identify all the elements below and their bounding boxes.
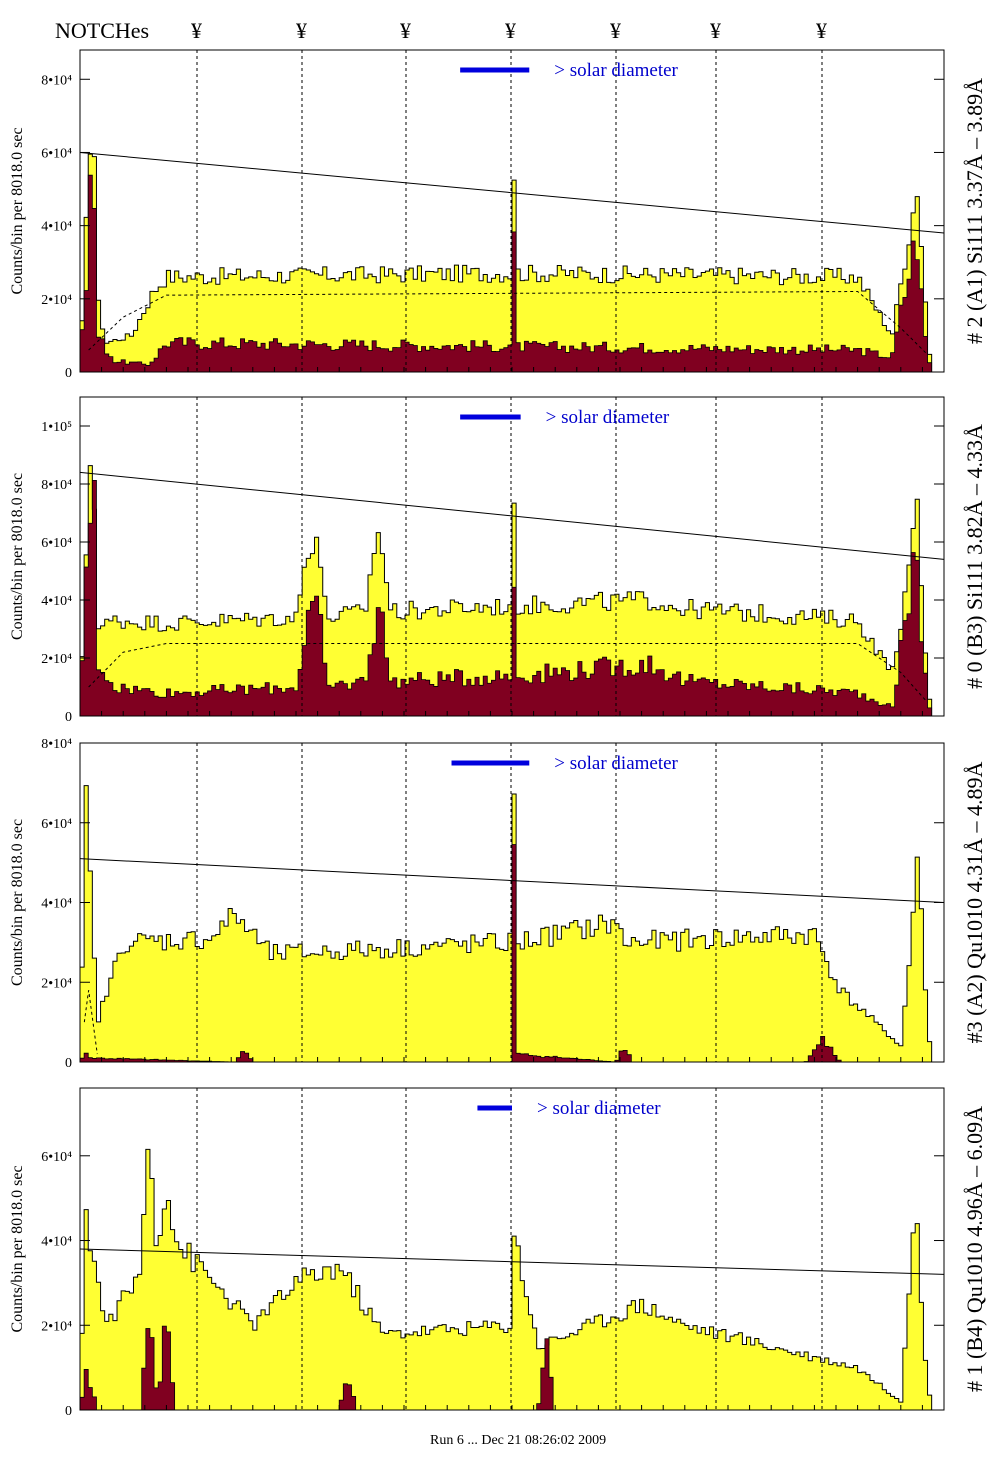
y-tick-label-2-0: 0 xyxy=(65,710,72,725)
legend-label-4: > solar diameter xyxy=(537,1098,661,1119)
y-tick-label-1-2: 4•10⁴ xyxy=(41,220,72,235)
series-total-4 xyxy=(80,1148,944,1410)
notch-symbol-7: ¥ xyxy=(816,18,827,43)
plot-area-2 xyxy=(80,397,944,716)
y-tick-label-3-3: 6•10⁴ xyxy=(41,817,72,832)
notch-symbol-row: ¥ ¥ ¥ ¥ ¥ ¥ ¥ xyxy=(191,18,827,43)
y-axis-label-3: Counts/bin per 8018.0 sec xyxy=(9,819,26,986)
series-component-2 xyxy=(80,479,944,716)
y-tick-label-4-3: 6•10⁴ xyxy=(41,1150,72,1165)
y-tick-label-1-3: 6•10⁴ xyxy=(41,146,72,161)
series-smoothed-3 xyxy=(83,990,98,1055)
panel-title-2: # 0 (B3) Si111 3.82Å – 4.33Å xyxy=(962,424,987,689)
legend-label-1: > solar diameter xyxy=(554,60,678,81)
plot-area-1 xyxy=(80,50,944,372)
series-component-1 xyxy=(80,174,944,372)
notch-symbol-5: ¥ xyxy=(610,18,621,43)
y-tick-label-1-1: 2•10⁴ xyxy=(41,293,72,308)
y-tick-label-2-5: 1•10⁵ xyxy=(41,420,72,435)
y-tick-label-3-1: 2•10⁴ xyxy=(41,976,72,991)
notch-symbol-3: ¥ xyxy=(400,18,411,43)
chart-panel-2: 0 2•10⁴ 4•10⁴ 6•10⁴ 8•10⁴ 1•10⁵ Counts/bin per… xyxy=(9,396,987,725)
chart-panel-1: 0 2•10⁴ 4•10⁴ 6•10⁴ 8•10⁴ Counts/bin per 8018… xyxy=(9,49,987,381)
y-tick-label-3-0: 0 xyxy=(65,1056,72,1071)
y-tick-label-4-0: 0 xyxy=(65,1404,72,1419)
series-reference-4 xyxy=(80,1248,944,1275)
notches-label: NOTCHes xyxy=(55,18,149,43)
y-tick-label-1-0: 0 xyxy=(65,366,72,381)
panel-title-3: #3 (A2) Qu1010 4.31Å – 4.89Å xyxy=(962,762,987,1044)
panel-title-1: # 2 (A1) Si111 3.37Å – 3.89Å xyxy=(962,78,987,344)
series-smoothed-2 xyxy=(88,643,928,702)
y-tick-label-2-3: 6•10⁴ xyxy=(41,536,72,551)
y-axis-label-4: Counts/bin per 8018.0 sec xyxy=(9,1165,26,1332)
chart-panel-3: 0 2•10⁴ 4•10⁴ 6•10⁴ 8•10⁴ Counts/bin per 8018… xyxy=(9,737,987,1071)
plot-area-3 xyxy=(80,743,944,1062)
y-tick-label-3-2: 4•10⁴ xyxy=(41,897,72,912)
series-reference-2 xyxy=(80,471,944,560)
plot-area-4 xyxy=(80,1088,944,1410)
panel-title-4: # 1 (B4) Qu1010 4.96Å – 6.09Å xyxy=(962,1106,987,1392)
series-component-3 xyxy=(80,844,944,1062)
y-tick-label-2-4: 8•10⁴ xyxy=(41,478,72,493)
notch-symbol-1: ¥ xyxy=(191,18,202,43)
y-axis-label-2: Counts/bin per 8018.0 sec xyxy=(9,473,26,640)
chart-panel-4: 0 2•10⁴ 4•10⁴ 6•10⁴ Counts/bin per 8018.0 se… xyxy=(9,1087,987,1419)
notch-symbol-6: ¥ xyxy=(710,18,721,43)
y-axis-label-1: Counts/bin per 8018.0 sec xyxy=(9,127,26,294)
series-reference-3 xyxy=(80,858,944,903)
series-reference-1 xyxy=(80,151,944,234)
y-tick-label-1-4: 8•10⁴ xyxy=(41,73,72,88)
legend-label-3: > solar diameter xyxy=(554,753,678,774)
notch-symbol-2: ¥ xyxy=(296,18,307,43)
y-tick-label-2-1: 2•10⁴ xyxy=(41,652,72,667)
y-tick-label-3-4: 8•10⁴ xyxy=(41,737,72,752)
legend-label-2: > solar diameter xyxy=(546,407,670,428)
panels: 0 2•10⁴ 4•10⁴ 6•10⁴ 8•10⁴ Counts/bin per 8018… xyxy=(9,49,987,1419)
y-tick-label-4-2: 4•10⁴ xyxy=(41,1235,72,1250)
notch-symbol-4: ¥ xyxy=(505,18,516,43)
y-tick-label-4-1: 2•10⁴ xyxy=(41,1319,72,1334)
series-component-4 xyxy=(80,1325,944,1410)
y-tick-label-2-2: 4•10⁴ xyxy=(41,594,72,609)
run-footer: Run 6 ... Dec 21 08:26:02 2009 xyxy=(430,1433,606,1448)
